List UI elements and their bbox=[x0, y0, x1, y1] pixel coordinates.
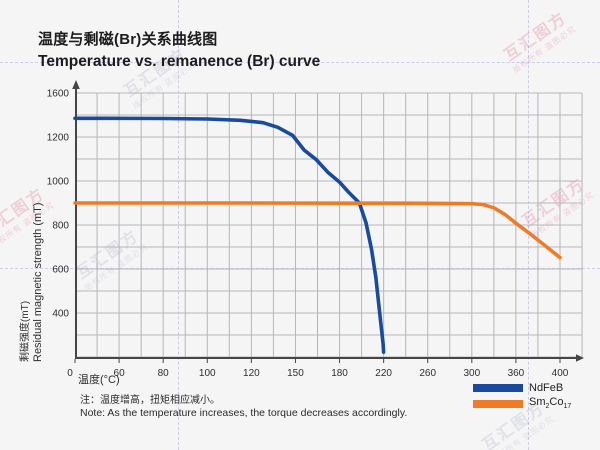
svg-text:220: 220 bbox=[375, 368, 392, 379]
x-axis-title: 温度(°C) bbox=[78, 374, 120, 386]
svg-text:1200: 1200 bbox=[47, 133, 70, 144]
ndfeb-curve bbox=[73, 116, 386, 354]
svg-text:400: 400 bbox=[52, 309, 69, 320]
note-zh: 注：温度增高，扭矩相应减小。 bbox=[80, 395, 220, 406]
legend-item-sm2co17: Sm2Co17 bbox=[473, 396, 571, 411]
svg-text:800: 800 bbox=[52, 221, 69, 232]
svg-text:1000: 1000 bbox=[47, 177, 70, 188]
watermark-guide-line bbox=[0, 62, 600, 63]
svg-text:360: 360 bbox=[508, 368, 525, 379]
svg-text:300: 300 bbox=[463, 368, 480, 379]
svg-text:180: 180 bbox=[331, 368, 348, 379]
svg-text:80: 80 bbox=[158, 368, 170, 379]
svg-text:100: 100 bbox=[199, 368, 216, 379]
svg-text:600: 600 bbox=[52, 265, 69, 276]
x-tick-labels: 0 60 80 100 120 150 180 220 260 300 360 400 bbox=[67, 359, 569, 379]
svg-text:400: 400 bbox=[552, 368, 569, 379]
chart-title-en: Temperature vs. remanence (Br) curve bbox=[38, 53, 321, 70]
chart-title-block: 温度与剩磁(Br)关系曲线图 Temperature vs. remanence… bbox=[38, 28, 320, 71]
svg-text:260: 260 bbox=[419, 368, 436, 379]
note-en: Note: As the temperature increases, the … bbox=[80, 407, 408, 419]
legend-item-ndfeb: NdFeB bbox=[473, 380, 571, 395]
svg-text:0: 0 bbox=[67, 368, 73, 379]
ndfeb-legend-label: NdFeB bbox=[529, 381, 564, 394]
svg-text:60: 60 bbox=[114, 368, 126, 379]
svg-text:150: 150 bbox=[287, 368, 304, 379]
ndfeb-color-swatch bbox=[473, 383, 523, 392]
sm2co17-color-swatch bbox=[473, 399, 523, 408]
note-block: 注：温度增高，扭矩相应减小。 Note: As the temperature … bbox=[80, 394, 407, 420]
svg-text:1600: 1600 bbox=[47, 89, 70, 100]
chart-grid bbox=[75, 92, 583, 358]
sm2co17-curve bbox=[73, 201, 562, 260]
sm2co17-legend-label: Sm2Co17 bbox=[529, 396, 572, 411]
chart-axes bbox=[72, 80, 584, 362]
svg-text:120: 120 bbox=[243, 368, 260, 379]
chart-title-zh: 温度与剩磁(Br)关系曲线图 bbox=[38, 31, 218, 48]
chart-legend: NdFeB Sm2Co17 bbox=[473, 380, 571, 412]
y-tick-labels: 1600 1200 1000 800 600 400 bbox=[47, 89, 70, 320]
